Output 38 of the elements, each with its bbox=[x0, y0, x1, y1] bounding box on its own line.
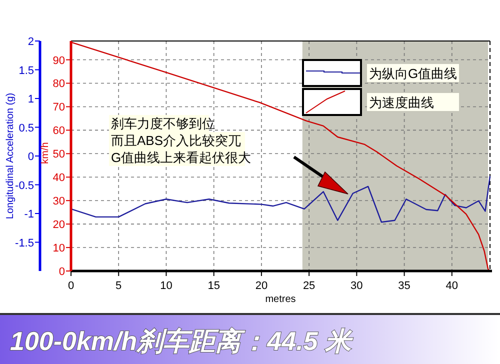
y2-tick-label: 0 bbox=[58, 266, 65, 278]
x-tick-label: 35 bbox=[398, 280, 410, 292]
x-tick-label: 5 bbox=[116, 280, 122, 292]
line-series bbox=[70, 176, 491, 223]
x-tick-label: 30 bbox=[350, 280, 363, 292]
y2-tick-label: 80 bbox=[52, 78, 65, 90]
y-tick-label: -1 bbox=[24, 208, 34, 220]
annotation: 刹车力度不够到位 bbox=[111, 116, 215, 131]
x-tick-label: 10 bbox=[160, 280, 172, 292]
y-tick-label: 0.5 bbox=[18, 122, 34, 134]
y2-axis-title: km/h bbox=[40, 142, 51, 164]
x-tick-label: 0 bbox=[68, 280, 74, 292]
y-tick-label: -0.5 bbox=[15, 180, 34, 192]
line-series bbox=[70, 42, 491, 272]
y2-tick-label: 50 bbox=[52, 148, 65, 161]
y2-tick-label: 20 bbox=[52, 219, 65, 232]
y2-tick-label: 70 bbox=[52, 102, 65, 114]
x-tick-label: 15 bbox=[208, 280, 220, 292]
y2-tick-label: 90 bbox=[52, 54, 65, 67]
y2-tick-label: 60 bbox=[52, 125, 65, 138]
legend-label: 为速度曲线 bbox=[369, 95, 434, 110]
x-tick-label: 25 bbox=[302, 280, 316, 292]
annotation: 而且ABS介入比较突兀 bbox=[111, 133, 242, 148]
x-tick-label: 40 bbox=[446, 280, 458, 292]
x-tick-label: 20 bbox=[255, 280, 268, 292]
text: 100-0km/h刹车距离：44.5 米 bbox=[10, 326, 354, 356]
y2-tick-label: 10 bbox=[52, 242, 65, 255]
x-axis-title: metres bbox=[265, 294, 296, 305]
annotation: G值曲线上来看起伏很大 bbox=[111, 150, 252, 165]
y2-tick-label: 40 bbox=[52, 172, 65, 184]
y-tick-label: 0 bbox=[28, 151, 34, 163]
y-axis-title: Longitudinal Acceleration (g) bbox=[5, 92, 16, 220]
y-tick-label: -1.5 bbox=[15, 237, 34, 250]
y-tick-label: 1 bbox=[28, 94, 34, 106]
y-tick-label: 1.5 bbox=[18, 64, 34, 77]
y2-tick-label: 30 bbox=[52, 196, 65, 208]
y-tick-label: 2 bbox=[28, 36, 34, 48]
legend-label: 为纵向G值曲线 bbox=[369, 66, 458, 81]
